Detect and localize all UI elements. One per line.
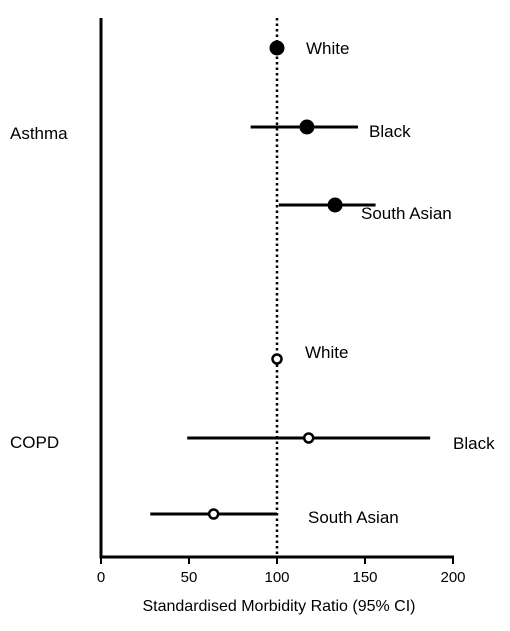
point-marker	[299, 119, 315, 135]
point-marker	[271, 353, 283, 365]
point-marker	[302, 432, 315, 444]
point-marker	[207, 508, 220, 520]
series-label: White	[306, 39, 349, 58]
series-label: South Asian	[308, 508, 399, 527]
group-label: COPD	[10, 433, 59, 452]
group-label: Asthma	[10, 124, 68, 143]
point-marker	[269, 40, 285, 56]
axes: 0 50 100 150 200	[97, 18, 466, 586]
series-label: Black	[369, 122, 411, 141]
x-tick-label: 200	[440, 569, 465, 586]
x-tick-label: 100	[264, 569, 289, 586]
series-label: Black	[453, 434, 495, 453]
x-tick-label: 50	[181, 569, 198, 586]
series-label: South Asian	[361, 204, 452, 223]
plot-marks: Asthma White Black South Asian COPD White Blac…	[10, 18, 495, 557]
x-tick-label: 0	[97, 569, 105, 586]
x-axis-title: Standardised Morbidity Ratio (95% CI)	[142, 598, 415, 615]
point-marker	[327, 197, 343, 213]
series-label: White	[305, 343, 348, 362]
x-tick-label: 150	[352, 569, 377, 586]
